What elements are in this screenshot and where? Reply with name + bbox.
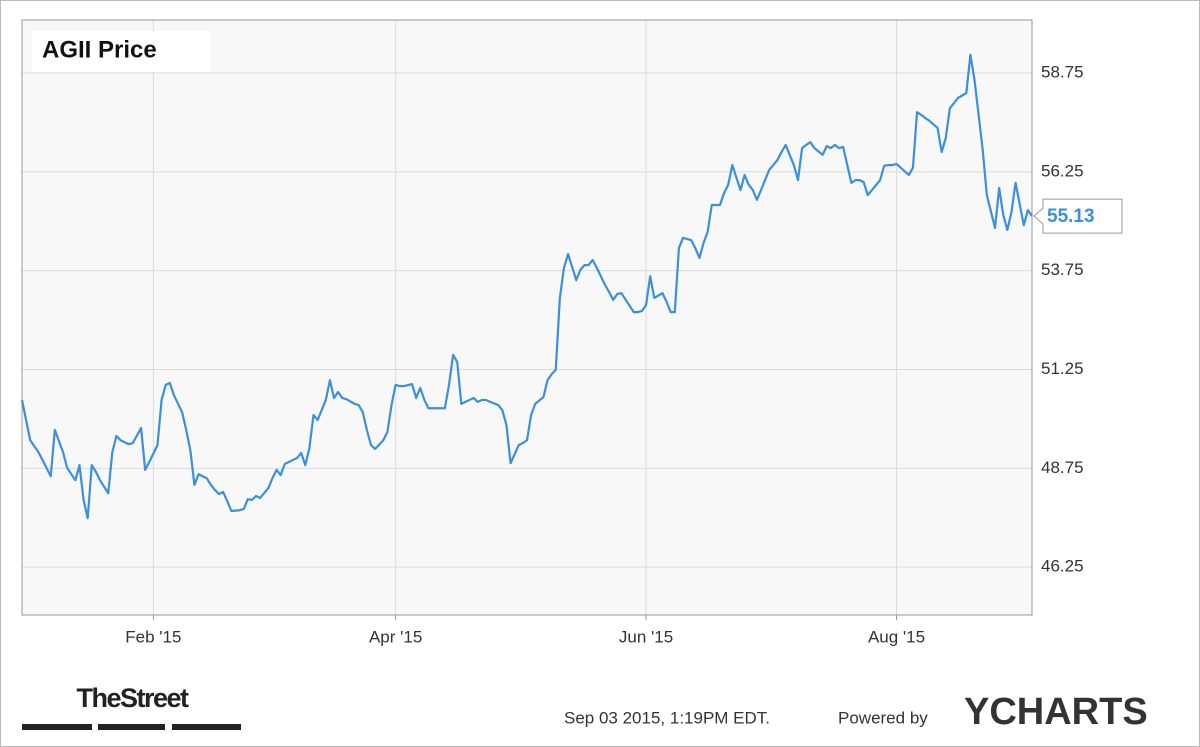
timestamp: Sep 03 2015, 1:19PM EDT. — [564, 708, 770, 727]
y-tick-label: 58.75 — [1041, 62, 1084, 81]
title-box — [32, 31, 210, 72]
x-tick-label: Apr '15 — [369, 627, 422, 646]
y-tick-label: 46.25 — [1041, 557, 1084, 576]
chart-title: AGII Price — [42, 36, 157, 63]
credit: Powered by — [838, 708, 928, 727]
x-tick-label: Feb '15 — [125, 627, 181, 646]
x-tick-label: Jun '15 — [619, 627, 673, 646]
logo-bar — [98, 724, 165, 730]
y-tick-label: 51.25 — [1041, 359, 1084, 378]
price-line — [20, 53, 1033, 520]
logo-bar — [22, 724, 92, 730]
logo-bar — [172, 724, 241, 730]
y-tick-label: 53.75 — [1041, 260, 1084, 279]
last-value-box — [1033, 198, 1123, 234]
footer: TheStreet Sep 03 2015, 1:19PM EDT. Power… — [22, 683, 1148, 733]
y-tick-label: 56.25 — [1041, 161, 1084, 180]
brand-logo: YCHARTS — [964, 691, 1148, 733]
grid — [22, 20, 1032, 615]
publisher-logo: TheStreet — [76, 683, 189, 713]
x-tick-label: Aug '15 — [868, 627, 925, 646]
plot-area — [22, 20, 1032, 615]
last-value-label: 55.13 — [1047, 206, 1095, 227]
y-tick-label: 48.75 — [1041, 458, 1084, 477]
plot-border — [21, 19, 1033, 616]
